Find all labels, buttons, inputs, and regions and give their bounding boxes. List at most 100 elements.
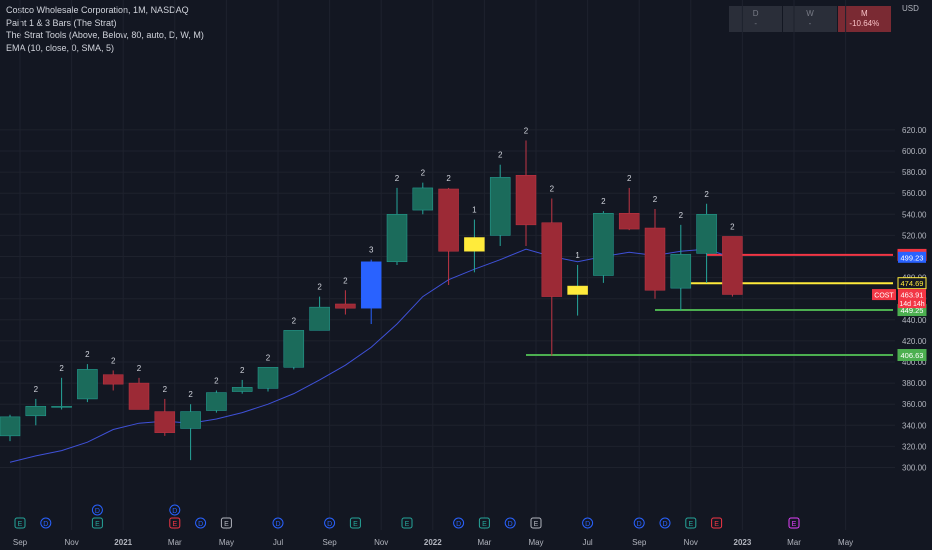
event-letter: E <box>714 521 719 528</box>
candle-body <box>25 406 47 417</box>
strat-label: 2 <box>317 283 322 292</box>
strat-label: 1 <box>472 206 477 215</box>
level-tag-text: 474.69 <box>901 279 924 288</box>
x-tick-label: May <box>838 538 853 547</box>
dividend-marker <box>504 517 516 529</box>
candle-body <box>644 227 666 291</box>
candle-body <box>283 330 305 368</box>
event-letter: D <box>198 521 203 528</box>
x-tick-label: Mar <box>787 538 801 547</box>
earnings-marker <box>788 517 800 529</box>
event-letter: D <box>508 521 513 528</box>
indicator-strat-tools[interactable]: The Strat Tools (Above, Below, 80, auto,… <box>6 30 204 40</box>
dividend-marker <box>195 517 207 529</box>
y-tick-label: 620.00 <box>902 126 927 135</box>
event-letter: E <box>534 521 539 528</box>
tf-daily-value: - <box>754 19 757 28</box>
x-tick-label: Sep <box>632 538 647 547</box>
candle-body <box>593 212 614 276</box>
candle-body <box>335 303 356 309</box>
earnings-marker <box>14 517 26 529</box>
event-letter: E <box>405 521 410 528</box>
candle-body <box>489 177 511 236</box>
x-tick-label: May <box>219 538 234 547</box>
symbol-title[interactable]: Costco Wholesale Corporation, 1M, NASDAQ <box>6 5 189 15</box>
strat-label: 2 <box>188 390 193 399</box>
strat-label: 2 <box>446 174 451 183</box>
event-letter: D <box>456 521 461 528</box>
price-tag-text: 463.91 <box>901 291 924 300</box>
candle-body <box>567 285 588 295</box>
event-letter: D <box>275 521 280 528</box>
dividend-marker <box>633 517 645 529</box>
event-letter: D <box>662 521 667 528</box>
y-tick-label: 400.00 <box>902 358 927 367</box>
earnings-marker <box>685 517 697 529</box>
tf-weekly: W - <box>783 6 837 32</box>
y-tick-label: 360.00 <box>902 400 927 409</box>
x-tick-label: Nov <box>64 538 78 547</box>
x-tick-label: Mar <box>478 538 492 547</box>
event-letter: E <box>482 521 487 528</box>
dividend-marker <box>40 517 52 529</box>
event-letter: E <box>353 521 358 528</box>
strat-label: 2 <box>498 151 503 160</box>
indicator-ema[interactable]: EMA (10, close, 0, SMA, 5) <box>6 42 115 53</box>
strat-label: 2 <box>601 197 606 206</box>
candle-body <box>696 214 717 254</box>
symbol-tag-text: COST <box>874 293 894 300</box>
x-tick-label: 2021 <box>114 538 132 547</box>
strat-label: 2 <box>550 184 555 193</box>
strat-label: 2 <box>653 195 658 204</box>
candle-body <box>257 367 279 389</box>
strat-label: 2 <box>343 276 348 285</box>
candle-body <box>180 411 201 429</box>
currency-label: USD <box>902 4 919 13</box>
earnings-marker <box>401 517 413 529</box>
y-tick-label: 420.00 <box>902 337 927 346</box>
symbol-tag <box>872 289 896 301</box>
candle-body <box>231 387 253 392</box>
candle-body <box>309 306 330 331</box>
candle-body <box>0 416 21 437</box>
tf-monthly-value: -10.64% <box>849 19 880 28</box>
strat-label: 2 <box>292 316 297 325</box>
dividend-marker <box>324 517 336 529</box>
event-letter: D <box>172 508 177 515</box>
candle-body <box>77 369 98 400</box>
x-tick-label: 2022 <box>424 538 442 547</box>
x-tick-label: May <box>528 538 543 547</box>
candle-body <box>412 187 434 211</box>
strat-label: 2 <box>627 174 632 183</box>
x-tick-label: Nov <box>684 538 698 547</box>
strat-label: 2 <box>679 211 684 220</box>
dividend-marker <box>91 504 103 516</box>
tf-monthly-label: M <box>860 9 868 18</box>
strat-label: 2 <box>214 376 219 385</box>
event-letter: E <box>172 521 177 528</box>
candle-body <box>722 236 743 295</box>
x-tick-label: Jul <box>582 538 592 547</box>
candle-body <box>670 254 692 289</box>
y-tick-label: 320.00 <box>902 442 927 451</box>
candle-body <box>515 175 537 226</box>
level-tag-text: 406.63 <box>901 351 924 360</box>
earnings-marker <box>711 517 723 529</box>
strat-label: 2 <box>730 222 735 231</box>
y-tick-label: 380.00 <box>902 379 927 388</box>
tf-weekly-value: - <box>808 19 812 28</box>
candle-body <box>360 261 382 309</box>
dividend-marker <box>272 517 284 529</box>
price-tag <box>898 251 926 263</box>
event-letter: E <box>18 521 23 528</box>
dividend-marker <box>169 504 181 516</box>
strat-label: 2 <box>704 190 709 199</box>
strat-label: 2 <box>59 364 64 373</box>
tf-weekly-label: W <box>806 9 814 18</box>
x-tick-label: 2023 <box>734 538 752 547</box>
earnings-marker <box>478 517 490 529</box>
candle-body <box>128 382 150 410</box>
indicator-strat-bars[interactable]: Paint 1 & 3 Bars (The Strat) <box>6 17 117 28</box>
strat-label: 2 <box>137 364 142 373</box>
